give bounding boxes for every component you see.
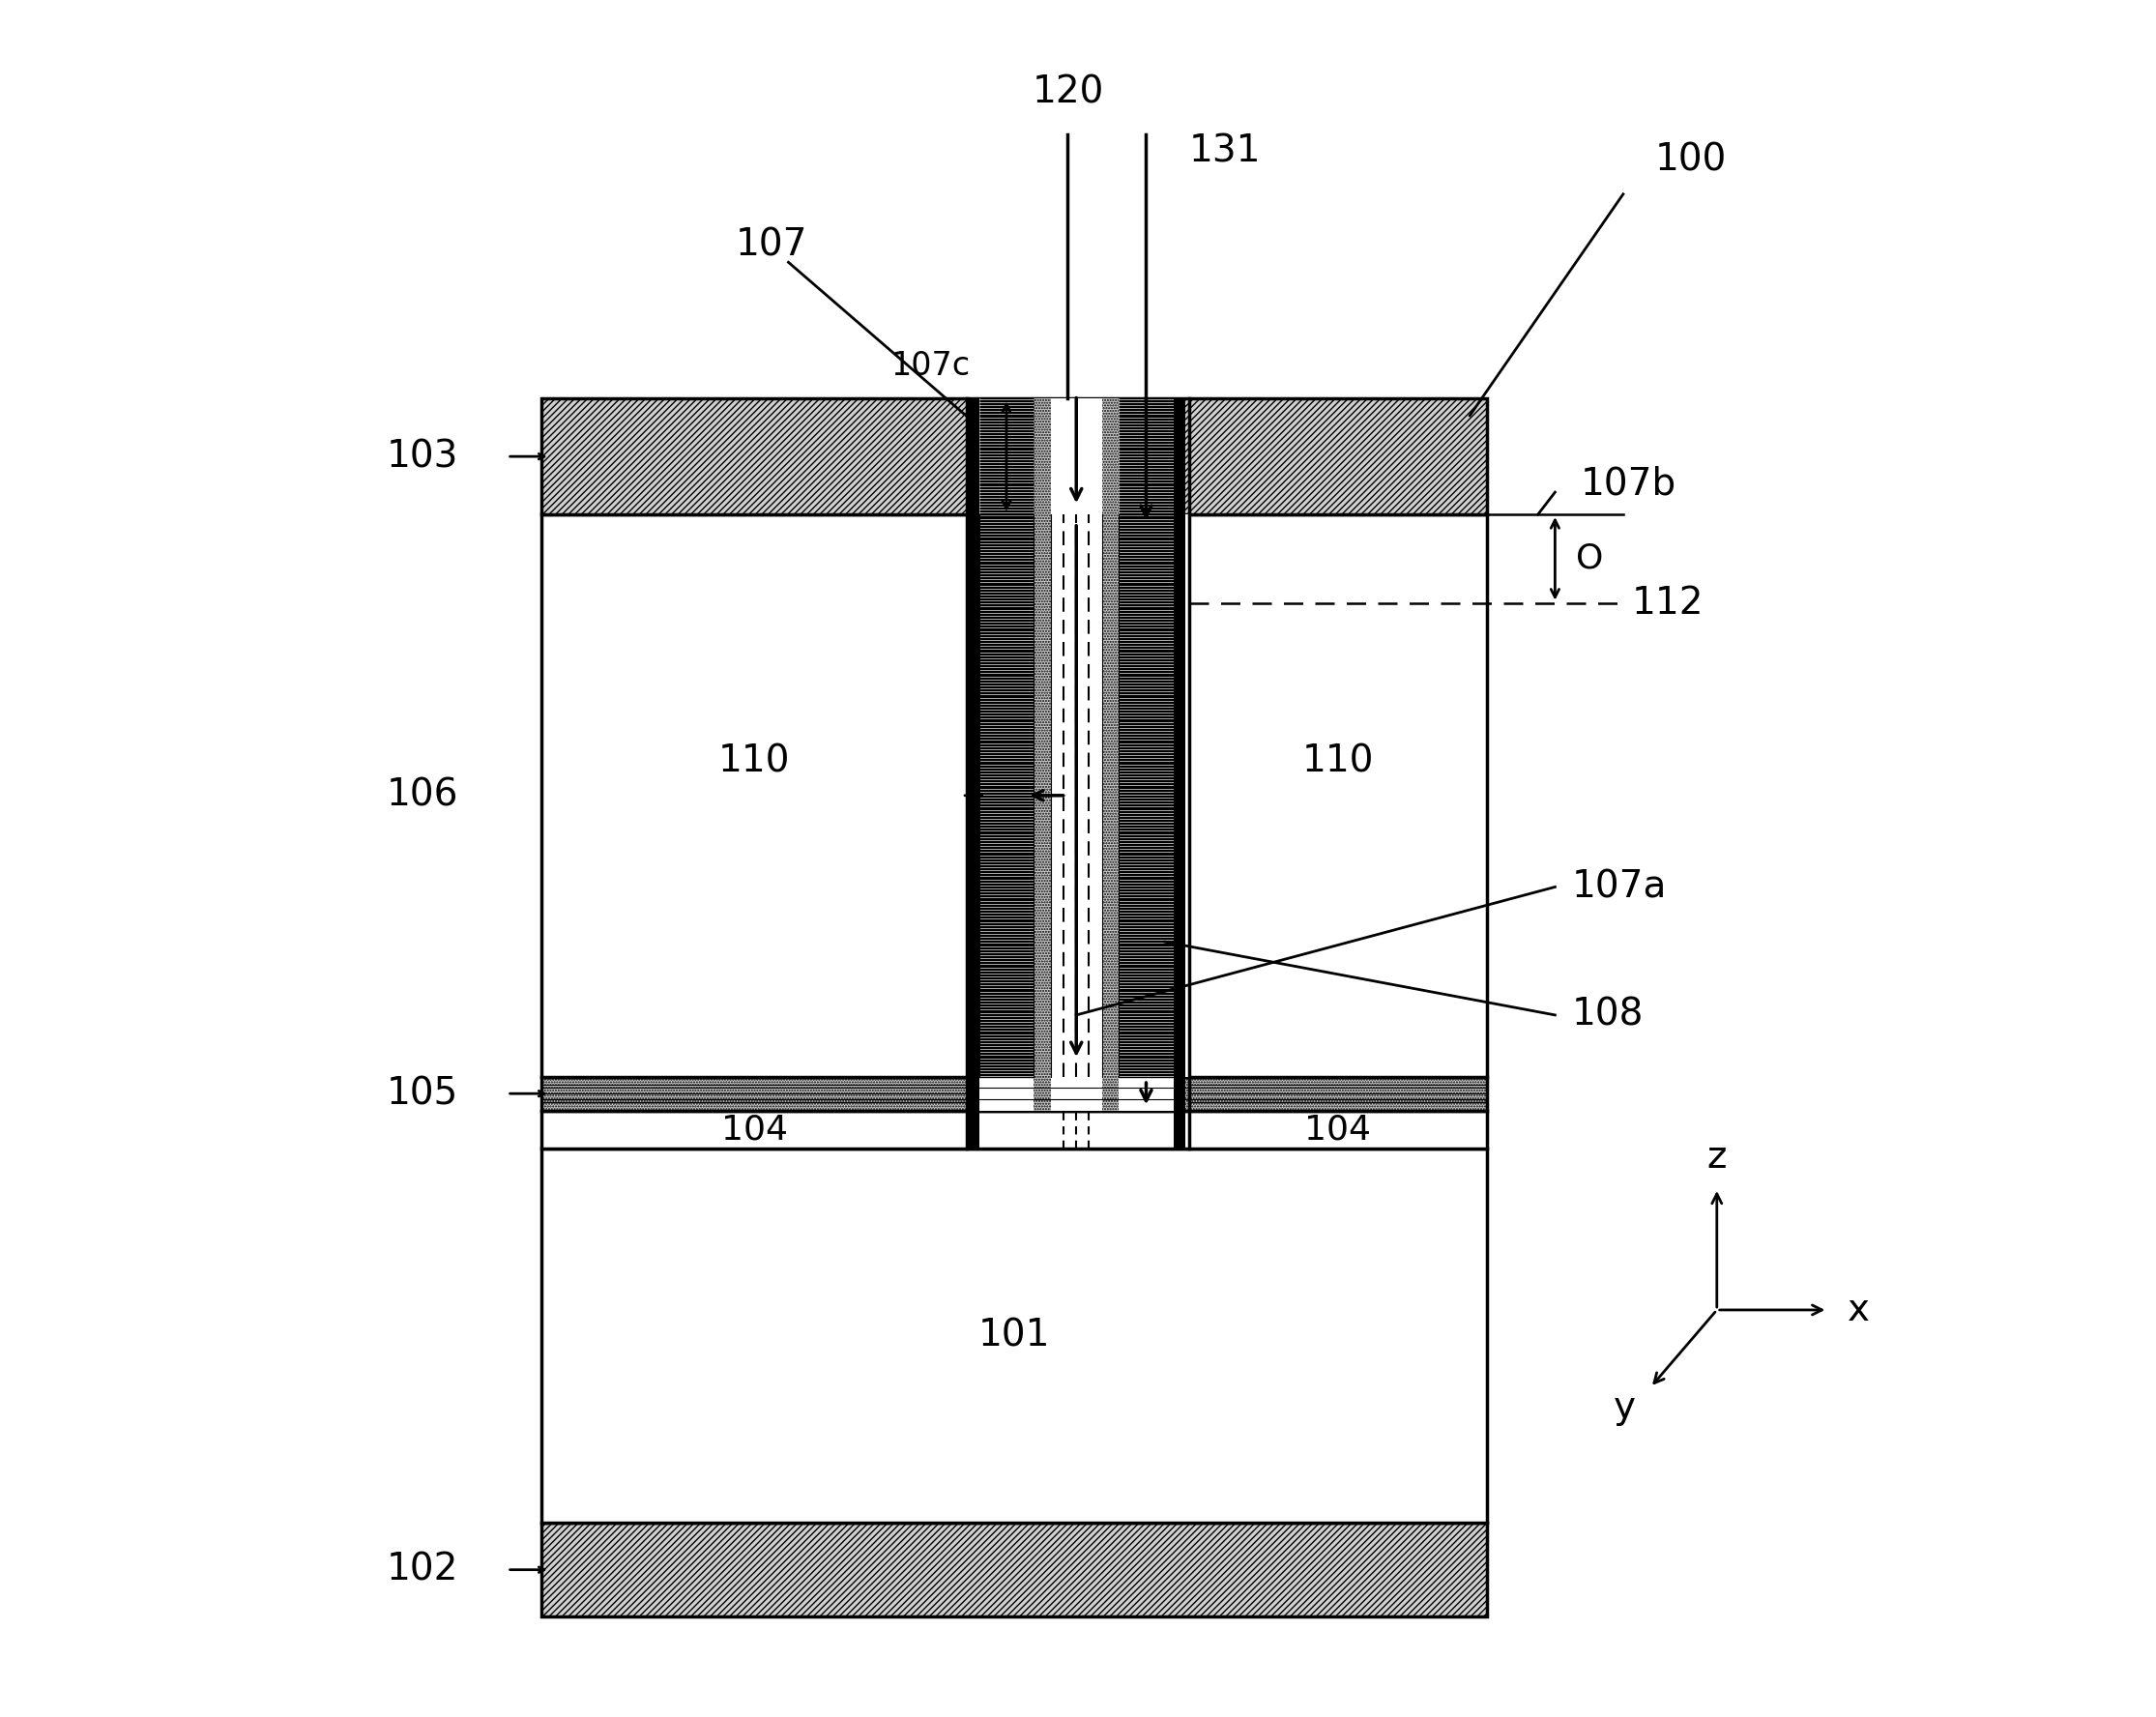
Text: 110: 110 xyxy=(1302,743,1373,780)
Bar xyxy=(1119,515,1173,1077)
Bar xyxy=(541,398,1488,515)
Bar xyxy=(1102,398,1119,515)
Text: 105: 105 xyxy=(386,1075,457,1113)
Bar xyxy=(968,515,1188,1077)
Text: 106: 106 xyxy=(386,778,457,814)
Text: 101: 101 xyxy=(979,1317,1050,1355)
Bar xyxy=(1050,398,1102,515)
Text: O: O xyxy=(1576,543,1602,575)
Text: 107a: 107a xyxy=(1572,869,1667,905)
Bar xyxy=(1033,515,1050,1077)
Bar xyxy=(1050,515,1102,1077)
Text: 107b: 107b xyxy=(1580,465,1677,501)
Bar xyxy=(541,1111,1488,1149)
Text: 104: 104 xyxy=(720,1113,787,1145)
Text: 102: 102 xyxy=(386,1552,457,1588)
Text: z: z xyxy=(1708,1138,1727,1176)
Bar xyxy=(1173,398,1186,1149)
Text: 107: 107 xyxy=(735,227,806,264)
Bar xyxy=(541,1149,1488,1523)
Text: y: y xyxy=(1613,1389,1636,1427)
Text: 100: 100 xyxy=(1656,143,1727,179)
Text: 103: 103 xyxy=(386,438,457,476)
Text: x: x xyxy=(1848,1291,1869,1329)
Bar xyxy=(1102,515,1119,1077)
Bar xyxy=(541,1523,1488,1617)
Bar xyxy=(1119,398,1173,515)
Text: 108: 108 xyxy=(1572,996,1645,1034)
Text: 104: 104 xyxy=(1304,1113,1371,1145)
Bar xyxy=(1033,398,1050,515)
Bar xyxy=(1033,1077,1050,1111)
Bar xyxy=(979,398,1033,515)
Bar xyxy=(968,1077,1186,1111)
Bar xyxy=(968,398,979,1149)
Text: 131: 131 xyxy=(1188,134,1261,170)
Bar xyxy=(541,1077,1488,1111)
Bar xyxy=(979,1077,1173,1111)
Text: 107c: 107c xyxy=(890,350,970,381)
Bar xyxy=(968,1111,979,1149)
Bar xyxy=(1102,1077,1119,1111)
Text: 112: 112 xyxy=(1632,584,1703,622)
Text: 120: 120 xyxy=(1033,74,1104,110)
Bar xyxy=(1173,1111,1186,1149)
Text: 110: 110 xyxy=(718,743,791,780)
Bar xyxy=(979,398,1173,515)
Bar xyxy=(541,515,1488,1077)
Bar xyxy=(979,515,1033,1077)
